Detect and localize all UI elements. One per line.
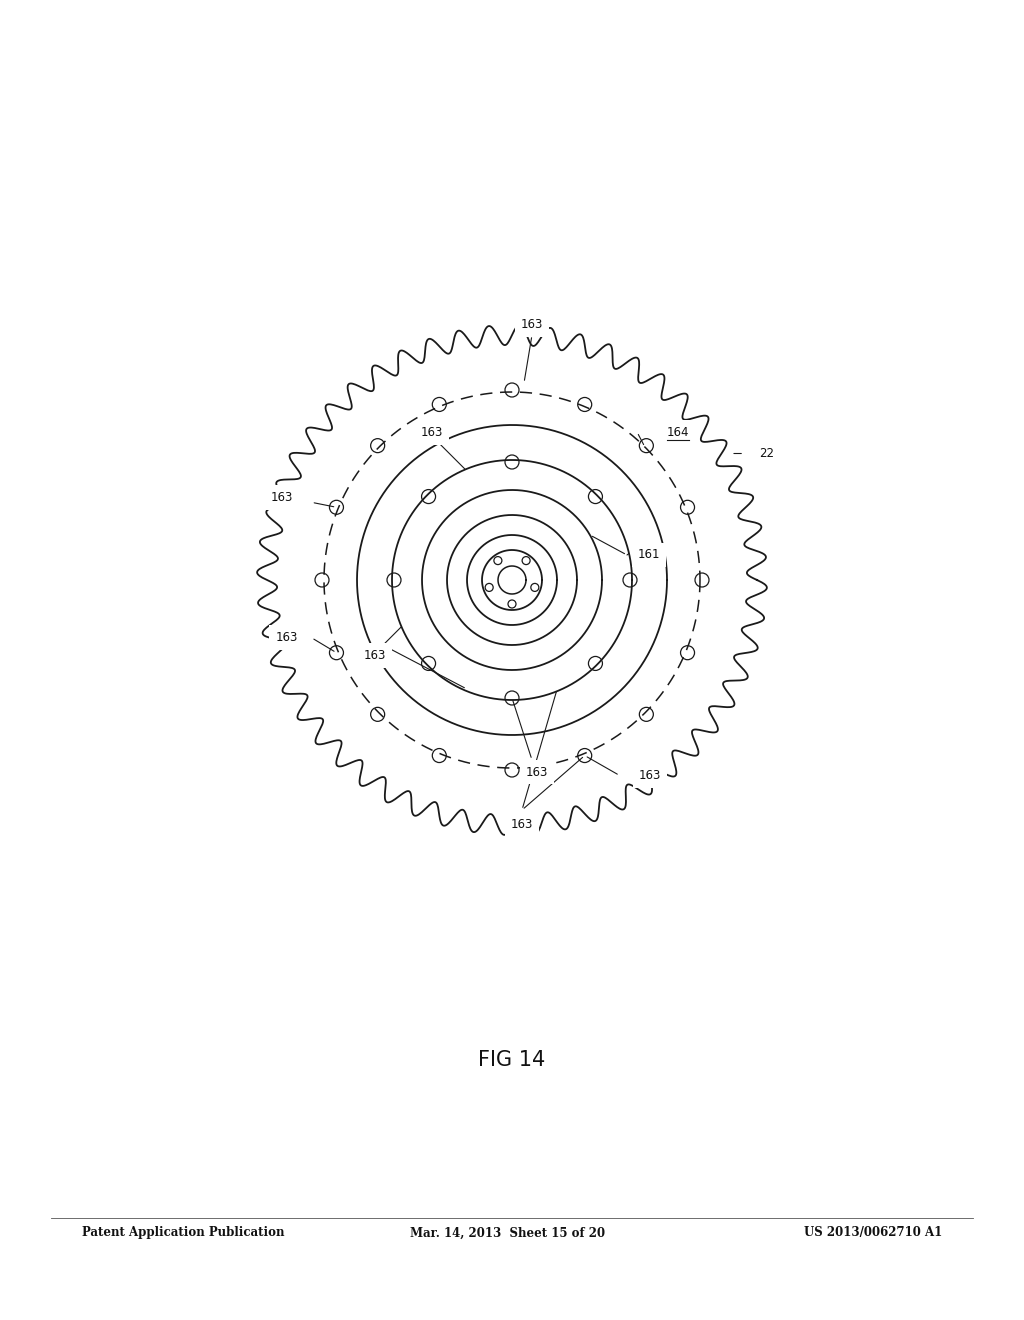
Text: 163: 163: [511, 818, 534, 832]
Text: US 2013/0062710 A1: US 2013/0062710 A1: [804, 1226, 942, 1239]
Text: 161: 161: [638, 549, 660, 561]
Text: 163: 163: [639, 770, 660, 781]
Text: 163: 163: [525, 766, 548, 779]
Text: 163: 163: [421, 426, 443, 440]
Text: 163: 163: [275, 631, 298, 644]
Text: Mar. 14, 2013  Sheet 15 of 20: Mar. 14, 2013 Sheet 15 of 20: [410, 1226, 605, 1239]
Text: 163: 163: [270, 491, 293, 504]
Text: FIG 14: FIG 14: [478, 1049, 546, 1071]
Text: 22: 22: [760, 447, 774, 459]
Text: 164: 164: [667, 425, 689, 438]
Text: 163: 163: [364, 648, 386, 661]
Text: 163: 163: [521, 318, 543, 331]
Text: Patent Application Publication: Patent Application Publication: [82, 1226, 285, 1239]
